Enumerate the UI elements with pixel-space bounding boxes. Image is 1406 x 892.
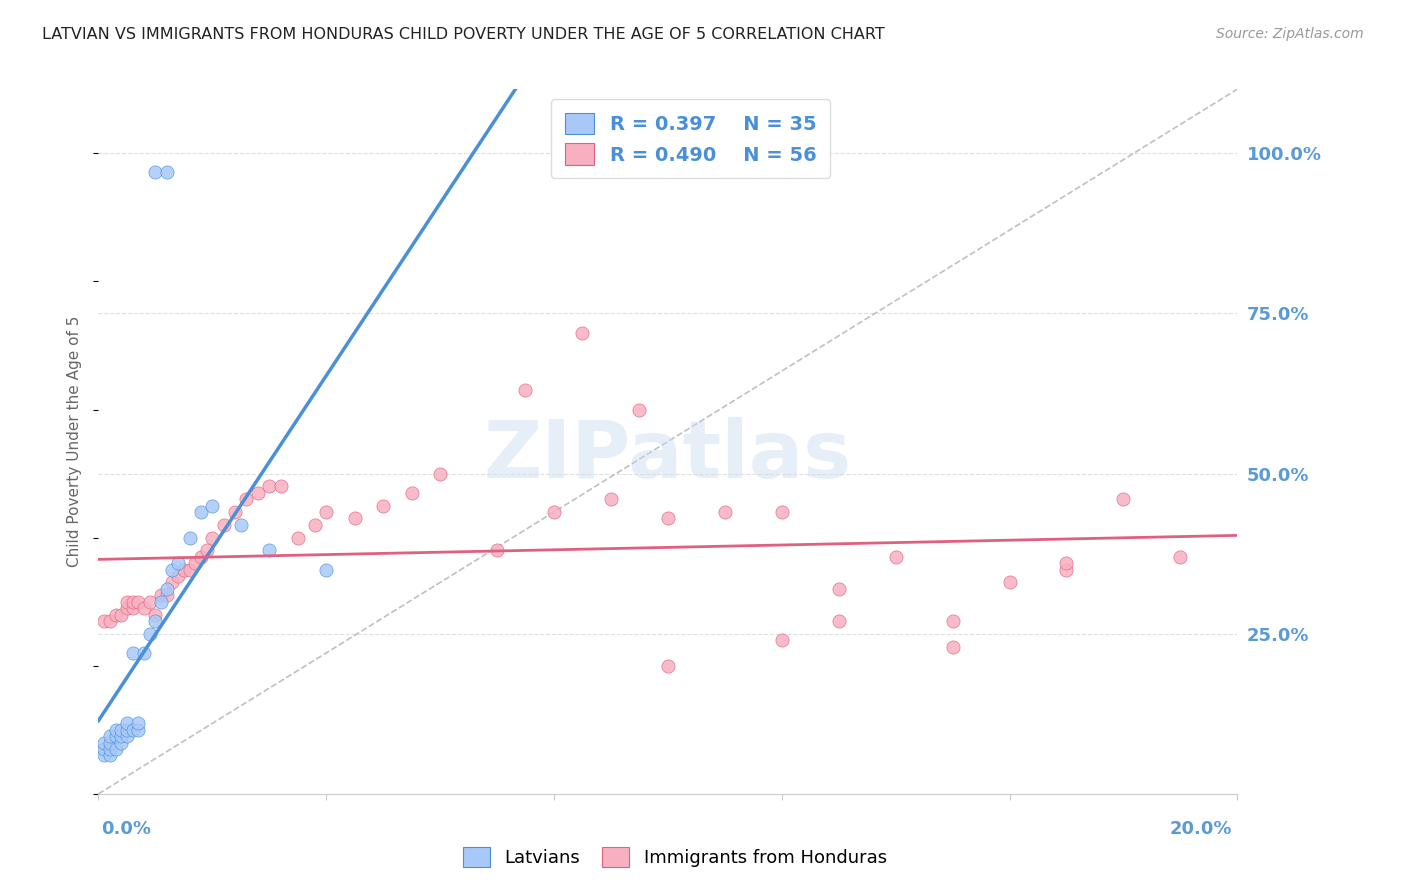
Legend: R = 0.397    N = 35, R = 0.490    N = 56: R = 0.397 N = 35, R = 0.490 N = 56 [551, 99, 830, 178]
Point [828, 582, 851, 596]
Point [167, 569, 190, 583]
Point [343, 511, 366, 525]
Point [93, 748, 115, 763]
Point [145, 165, 167, 179]
Point [1056, 556, 1078, 570]
Text: 20.0%: 20.0% [1170, 820, 1232, 838]
Point [259, 479, 281, 493]
Point [224, 505, 246, 519]
Point [714, 505, 737, 519]
Point [942, 614, 965, 628]
Point [150, 595, 173, 609]
Point [373, 499, 395, 513]
Y-axis label: Child Poverty Under the Age of 5: Child Poverty Under the Age of 5 [67, 316, 83, 567]
Point [115, 716, 138, 731]
Point [770, 505, 793, 519]
Point [600, 492, 623, 507]
Point [998, 575, 1021, 590]
Point [201, 531, 224, 545]
Point [132, 601, 155, 615]
Point [115, 595, 138, 609]
Point [121, 646, 143, 660]
Point [884, 549, 907, 564]
Point [1170, 549, 1192, 564]
Point [229, 517, 252, 532]
Point [1112, 492, 1135, 507]
Point [156, 582, 179, 596]
Point [315, 563, 337, 577]
Point [115, 723, 138, 737]
Text: Source: ZipAtlas.com: Source: ZipAtlas.com [1216, 27, 1364, 41]
Point [138, 595, 160, 609]
Point [486, 543, 509, 558]
Point [173, 563, 195, 577]
Point [104, 607, 127, 622]
Point [942, 640, 965, 654]
Point [657, 658, 679, 673]
Text: 0.0%: 0.0% [101, 820, 152, 838]
Point [571, 326, 593, 340]
Point [190, 505, 212, 519]
Point [628, 402, 651, 417]
Point [115, 601, 138, 615]
Point [401, 485, 423, 500]
Point [115, 729, 138, 743]
Point [1056, 563, 1078, 577]
Point [270, 479, 292, 493]
Point [150, 588, 173, 602]
Point [127, 595, 149, 609]
Point [195, 543, 218, 558]
Point [304, 517, 326, 532]
Point [121, 723, 143, 737]
Point [315, 505, 337, 519]
Point [156, 165, 179, 179]
Point [121, 595, 143, 609]
Point [429, 467, 451, 481]
Point [167, 556, 190, 570]
Point [110, 729, 132, 743]
Point [93, 736, 115, 750]
Text: ZIPatlas: ZIPatlas [484, 417, 852, 495]
Point [98, 736, 121, 750]
Point [235, 492, 257, 507]
Point [98, 729, 121, 743]
Point [179, 531, 201, 545]
Point [98, 748, 121, 763]
Point [93, 742, 115, 756]
Point [121, 601, 143, 615]
Point [156, 588, 179, 602]
Point [190, 549, 212, 564]
Point [110, 723, 132, 737]
Point [657, 511, 679, 525]
Point [110, 736, 132, 750]
Point [132, 646, 155, 660]
Point [201, 499, 224, 513]
Point [212, 517, 235, 532]
Point [104, 742, 127, 756]
Point [104, 729, 127, 743]
Point [145, 614, 167, 628]
Legend: Latvians, Immigrants from Honduras: Latvians, Immigrants from Honduras [456, 839, 894, 874]
Point [93, 614, 115, 628]
Text: LATVIAN VS IMMIGRANTS FROM HONDURAS CHILD POVERTY UNDER THE AGE OF 5 CORRELATION: LATVIAN VS IMMIGRANTS FROM HONDURAS CHIL… [42, 27, 884, 42]
Point [110, 607, 132, 622]
Point [259, 543, 281, 558]
Point [127, 716, 149, 731]
Point [162, 563, 184, 577]
Point [543, 505, 565, 519]
Point [138, 626, 160, 640]
Point [828, 614, 851, 628]
Point [179, 563, 201, 577]
Point [162, 575, 184, 590]
Point [127, 723, 149, 737]
Point [515, 384, 537, 398]
Point [145, 607, 167, 622]
Point [98, 742, 121, 756]
Point [98, 614, 121, 628]
Point [770, 633, 793, 648]
Point [287, 531, 309, 545]
Point [184, 556, 207, 570]
Point [104, 723, 127, 737]
Point [246, 485, 269, 500]
